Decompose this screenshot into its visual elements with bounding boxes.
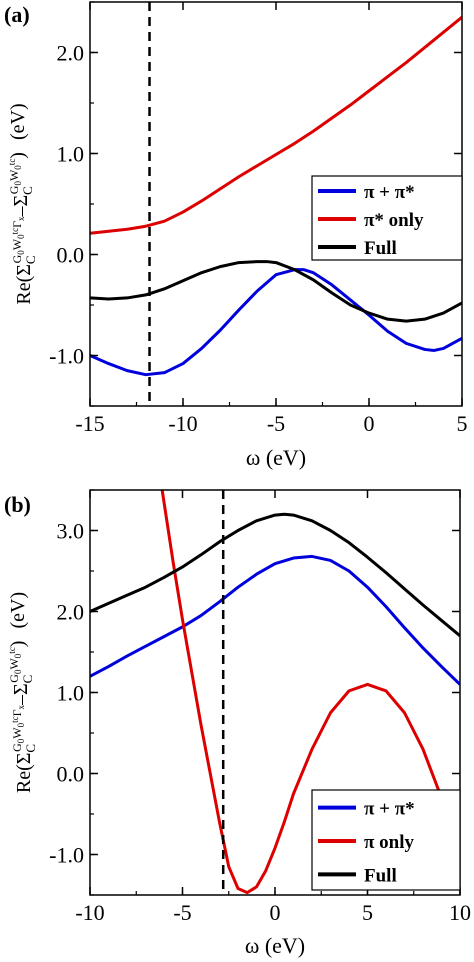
x-tick-label: -10 [75, 900, 104, 925]
legend-label: Full [364, 865, 397, 886]
panel-a: -15 -10 -5 0 5 -1.0 0.0 1.0 2.0 ω (eV) (a) Re(ΣCG0W… [4, 1, 468, 470]
y-tick-label: 1.0 [57, 142, 85, 167]
series-line-2 [90, 512, 460, 637]
y-tick-label: 2.0 [57, 41, 85, 66]
series-line-0 [90, 554, 460, 686]
panel-label: (a) [4, 2, 30, 27]
y-axis-label: Re(ΣCG0W0tcΓx–ΣCG0W0tc)(eV) [7, 103, 38, 304]
x-tick-label: 5 [362, 900, 373, 925]
series-line-1 [160, 490, 460, 895]
x-tick-label: 0 [364, 411, 375, 436]
legend-label: π* only [364, 210, 424, 231]
x-axis-label: ω (eV) [245, 933, 305, 958]
y-axis-label: Re(ΣCG0W0tcΓx–ΣCG0W0tc)(eV) [7, 592, 38, 793]
legend-label: π + π* [364, 799, 415, 820]
legend-label: Full [364, 238, 397, 259]
y-tick-label: 1.0 [57, 681, 85, 706]
x-tick-label: -5 [267, 411, 285, 436]
panel-b: -10 -5 0 5 10 -1.0 0.0 1.0 2.0 3.0 ω (eV) (b) Re(ΣCG… [4, 489, 471, 958]
panel-label: (b) [4, 492, 31, 517]
series-line-2 [90, 260, 462, 323]
y-tick-label: 3.0 [57, 519, 85, 544]
y-tick-label: -1.0 [49, 843, 84, 868]
y-tick-label: -1.0 [49, 344, 84, 369]
plot-area [90, 490, 460, 895]
legend-label: π + π* [364, 182, 415, 203]
legend: π + π* π* only Full [311, 175, 463, 261]
x-tick-label: -10 [168, 411, 197, 436]
legend-label: π only [364, 832, 415, 853]
x-tick-label: 5 [457, 411, 468, 436]
series-line-1 [90, 15, 462, 235]
x-tick-label: 0 [270, 900, 281, 925]
x-axis-label: ω (eV) [246, 445, 306, 470]
x-tick-label: -15 [75, 411, 104, 436]
legend: π + π* π only Full [311, 789, 461, 891]
x-tick-label: 10 [449, 900, 471, 925]
x-tick-label: -5 [173, 900, 191, 925]
plot-area [90, 15, 462, 377]
y-tick-label: 2.0 [57, 600, 85, 625]
y-tick-label: 0.0 [57, 243, 85, 268]
y-tick-label: 0.0 [57, 762, 85, 787]
